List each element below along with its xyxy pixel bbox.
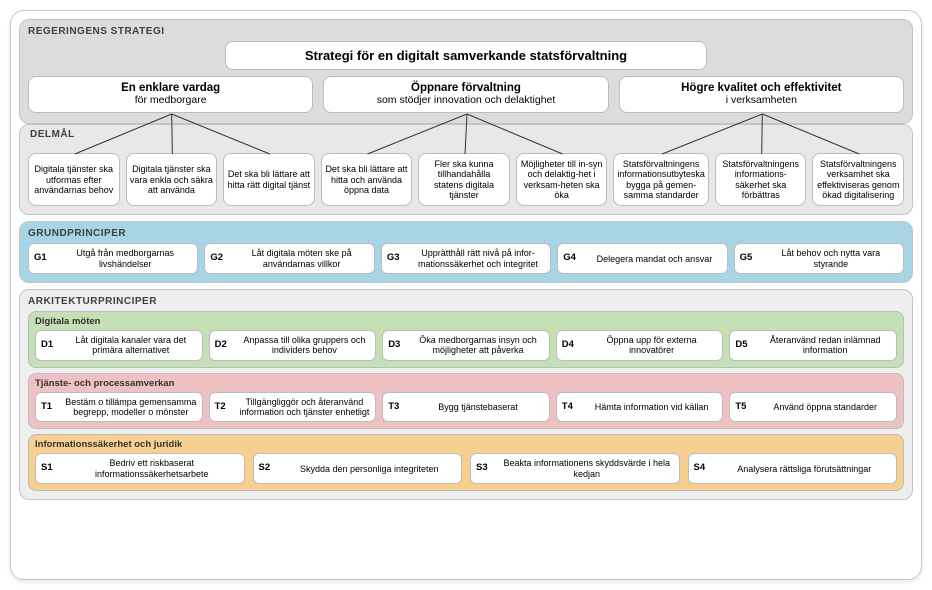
section-arkitekturprinciper: ARKITEKTURPRINCIPER Digitala möten D1 Låt …	[19, 289, 913, 500]
principle-text: Tillgängliggör och återanvänd informatio…	[239, 397, 371, 418]
ark-cell-D5: D5 Återanvänd redan inlämnad information	[729, 330, 897, 361]
goal-box-0: En enklare vardagför medborgare	[28, 76, 313, 113]
principle-text: Upprätthåll rätt nivå på infor-mationssä…	[411, 248, 545, 269]
ark-cell-T5: T5 Använd öppna standarder	[729, 392, 897, 423]
grund-label: GRUNDPRINCIPER	[28, 228, 904, 239]
goal-title: Öppnare förvaltning	[328, 82, 603, 94]
principle-code: G4	[563, 253, 581, 264]
ark-group-0: Digitala möten D1 Låt digitala kanaler var…	[28, 311, 904, 368]
ark-cell-D4: D4 Öppna upp för externa innovatörer	[556, 330, 724, 361]
section-grundprinciper: GRUNDPRINCIPER G1 Utgå från medborgarnas …	[19, 221, 913, 283]
principle-code: G3	[387, 253, 405, 264]
principle-code: T2	[215, 402, 233, 413]
principle-code: S2	[259, 463, 277, 474]
principle-code: D3	[388, 340, 406, 351]
grund-cell-G1: G1 Utgå från medborgarnas livshändelser	[28, 243, 198, 274]
principle-text: Använd öppna standarder	[759, 402, 891, 412]
principle-text: Hämta information vid källan	[586, 402, 718, 412]
principle-code: S4	[694, 463, 712, 474]
principle-code: G1	[34, 253, 52, 264]
principle-text: Utgå från medborgarnas livshändelser	[58, 248, 192, 269]
ark-cell-S4: S4 Analysera rättsliga förutsättningar	[688, 453, 898, 484]
principle-code: T4	[562, 402, 580, 413]
principle-text: Bygg tjänstebaserat	[412, 402, 544, 412]
goal-box-2: Högre kvalitet och effektiviteti verksam…	[619, 76, 904, 113]
principle-text: Återanvänd redan inlämnad information	[759, 335, 891, 356]
principle-text: Bestäm o tillämpa gemensamma begrepp, mo…	[65, 397, 197, 418]
goal-subtitle: i verksamheten	[624, 94, 899, 106]
principle-code: S1	[41, 463, 59, 474]
delmal-cell-6: Statsförvaltningens informationsutbytesk…	[613, 153, 709, 206]
principle-code: D4	[562, 340, 580, 351]
principle-code: T1	[41, 402, 59, 413]
principle-text: Delegera mandat och ansvar	[587, 254, 721, 264]
principle-text: Anpassa till olika gruppers och individe…	[239, 335, 371, 356]
principle-text: Bedriv ett riskbaserat informationssäker…	[65, 458, 239, 479]
goal-title: Högre kvalitet och effektivitet	[624, 82, 899, 94]
ark-cell-T2: T2 Tillgängliggör och återanvänd informat…	[209, 392, 377, 423]
ark-cell-T4: T4 Hämta information vid källan	[556, 392, 724, 423]
ark-group-label: Digitala möten	[35, 316, 897, 327]
principle-code: D2	[215, 340, 233, 351]
principle-text: Låt behov och nytta vara styrande	[764, 248, 898, 269]
principle-text: Låt digitala möten ske på användarnas vi…	[234, 248, 368, 269]
ark-cell-T1: T1 Bestäm o tillämpa gemensamma begrepp, …	[35, 392, 203, 423]
principle-text: Låt digitala kanaler vara det primära al…	[65, 335, 197, 356]
delmal-cell-3: Det ska bli lättare att hitta och använd…	[321, 153, 413, 206]
delmal-cell-4: Fler ska kunna tillhandahålla statens di…	[418, 153, 510, 206]
principle-code: T3	[388, 402, 406, 413]
delmal-cell-1: Digitala tjänster ska vara enkla och säk…	[126, 153, 218, 206]
diagram-frame: REGERINGENS STRATEGI Strategi för en dig…	[10, 10, 922, 580]
principle-text: Beakta informationens skyddsvärde i hela…	[500, 458, 674, 479]
ark-cell-S1: S1 Bedriv ett riskbaserat informationssäk…	[35, 453, 245, 484]
goal-box-1: Öppnare förvaltningsom stödjer innovatio…	[323, 76, 608, 113]
delmal-cell-2: Det ska bli lättare att hitta rätt digit…	[223, 153, 315, 206]
ark-cell-D1: D1 Låt digitala kanaler vara det primära …	[35, 330, 203, 361]
principle-code: T5	[735, 402, 753, 413]
ark-label: ARKITEKTURPRINCIPER	[28, 296, 904, 307]
principle-code: G5	[740, 253, 758, 264]
principle-text: Analysera rättsliga förutsättningar	[718, 464, 892, 474]
ark-cell-S3: S3 Beakta informationens skyddsvärde i he…	[470, 453, 680, 484]
delmal-cell-5: Möjligheter till in-syn och delaktig-het…	[516, 153, 608, 206]
ark-group-2: Informationssäkerhet och juridik S1 Bedriv…	[28, 434, 904, 491]
principle-text: Skydda den personliga integriteten	[283, 464, 457, 474]
ark-cell-D2: D2 Anpassa till olika gruppers och indivi…	[209, 330, 377, 361]
ark-cell-S2: S2 Skydda den personliga integriteten	[253, 453, 463, 484]
ark-group-label: Tjänste- och processamverkan	[35, 378, 897, 389]
ark-cell-T3: T3 Bygg tjänstebaserat	[382, 392, 550, 423]
principle-text: Öka medborgarnas insyn och möjligheter a…	[412, 335, 544, 356]
delmal-cell-8: Statsförvaltningens verksamhet ska effek…	[812, 153, 904, 206]
ark-group-label: Informationssäkerhet och juridik	[35, 439, 897, 450]
principle-code: G2	[210, 253, 228, 264]
ark-group-1: Tjänste- och processamverkan T1 Bestäm o t…	[28, 373, 904, 430]
principle-text: Öppna upp för externa innovatörer	[586, 335, 718, 356]
section-strategi: REGERINGENS STRATEGI Strategi för en dig…	[19, 19, 913, 124]
delmal-label: DELMÅL	[30, 129, 75, 140]
grund-cell-G5: G5 Låt behov och nytta vara styrande	[734, 243, 904, 274]
goal-title: En enklare vardag	[33, 82, 308, 94]
goal-subtitle: som stödjer innovation och delaktighet	[328, 94, 603, 106]
delmal-cell-7: Statsförvaltningens informations-säkerhe…	[715, 153, 807, 206]
strategi-label: REGERINGENS STRATEGI	[28, 26, 904, 37]
delmal-cell-0: Digitala tjänster ska utformas efter anv…	[28, 153, 120, 206]
section-delmal: DELMÅL Digitala tjänster ska utformas ef…	[19, 124, 913, 215]
grund-cell-G4: G4 Delegera mandat och ansvar	[557, 243, 727, 274]
strategi-title: Strategi för en digitalt samverkande sta…	[225, 41, 707, 70]
principle-code: D5	[735, 340, 753, 351]
principle-code: S3	[476, 463, 494, 474]
principle-code: D1	[41, 340, 59, 351]
goal-subtitle: för medborgare	[33, 94, 308, 106]
grund-cell-G2: G2 Låt digitala möten ske på användarnas …	[204, 243, 374, 274]
grund-cell-G3: G3 Upprätthåll rätt nivå på infor-mations…	[381, 243, 551, 274]
ark-cell-D3: D3 Öka medborgarnas insyn och möjligheter…	[382, 330, 550, 361]
